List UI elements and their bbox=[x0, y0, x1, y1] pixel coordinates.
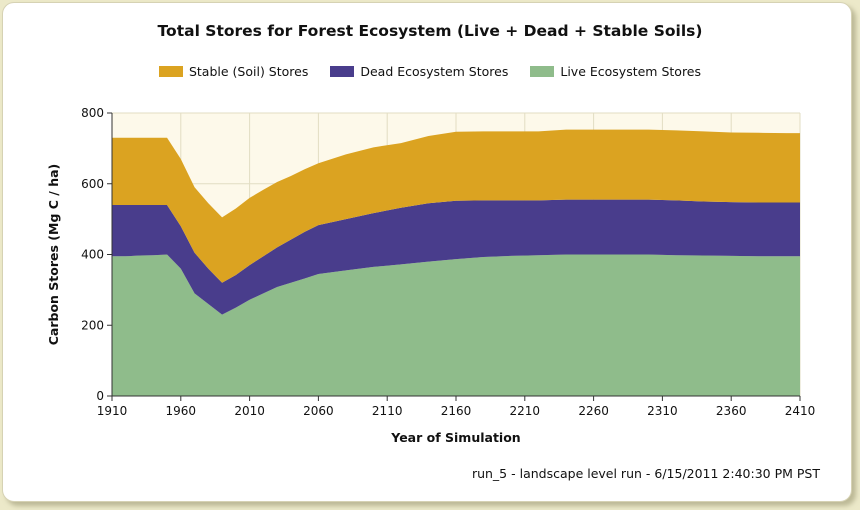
x-tick-label: 2360 bbox=[716, 404, 747, 418]
run-info-footer: run_5 - landscape level run - 6/15/2011 … bbox=[471, 466, 820, 481]
x-tick-label: 2410 bbox=[785, 404, 816, 418]
legend-item-live-ecosystem: Live Ecosystem Stores bbox=[530, 64, 701, 79]
x-tick-label: 2260 bbox=[578, 404, 609, 418]
area-dead-ecosystem bbox=[112, 199, 800, 315]
y-tick-label: 800 bbox=[81, 106, 104, 120]
y-axis-title: Carbon Stores (Mg C / ha) bbox=[46, 164, 61, 346]
legend-label-live-ecosystem: Live Ecosystem Stores bbox=[560, 64, 702, 79]
legend-label-stable-soil: Stable (Soil) Stores bbox=[188, 64, 309, 79]
legend-swatch-dead-ecosystem bbox=[330, 66, 355, 77]
x-tick-label: 2160 bbox=[441, 404, 472, 418]
y-tick-label: 400 bbox=[81, 248, 104, 262]
x-tick-label: 2010 bbox=[234, 404, 265, 418]
legend-item-stable-soil: Stable (Soil) Stores bbox=[158, 64, 309, 79]
x-tick-label: 2060 bbox=[303, 404, 334, 418]
legend-item-dead-ecosystem: Dead Ecosystem Stores bbox=[330, 64, 508, 79]
x-axis-title: Year of Simulation bbox=[390, 430, 520, 445]
x-tick-label: 2210 bbox=[510, 404, 541, 418]
legend-label-dead-ecosystem: Dead Ecosystem Stores bbox=[360, 64, 509, 79]
area-stable-soil bbox=[112, 129, 800, 283]
legend-swatch-live-ecosystem bbox=[530, 66, 555, 77]
y-tick-label: 0 bbox=[96, 389, 104, 403]
chart-title: Total Stores for Forest Ecosystem (Live … bbox=[157, 22, 703, 40]
y-tick-label: 600 bbox=[81, 177, 104, 191]
legend-swatch-stable-soil bbox=[158, 66, 183, 77]
x-tick-label: 2310 bbox=[647, 404, 678, 418]
area-live-ecosystem bbox=[112, 254, 800, 396]
chart-legend: Stable (Soil) Stores Dead Ecosystem Stor… bbox=[0, 64, 860, 79]
y-tick-label: 200 bbox=[81, 318, 104, 332]
x-tick-label: 1960 bbox=[166, 404, 197, 418]
x-tick-label: 1910 bbox=[97, 404, 128, 418]
x-tick-label: 2110 bbox=[372, 404, 403, 418]
